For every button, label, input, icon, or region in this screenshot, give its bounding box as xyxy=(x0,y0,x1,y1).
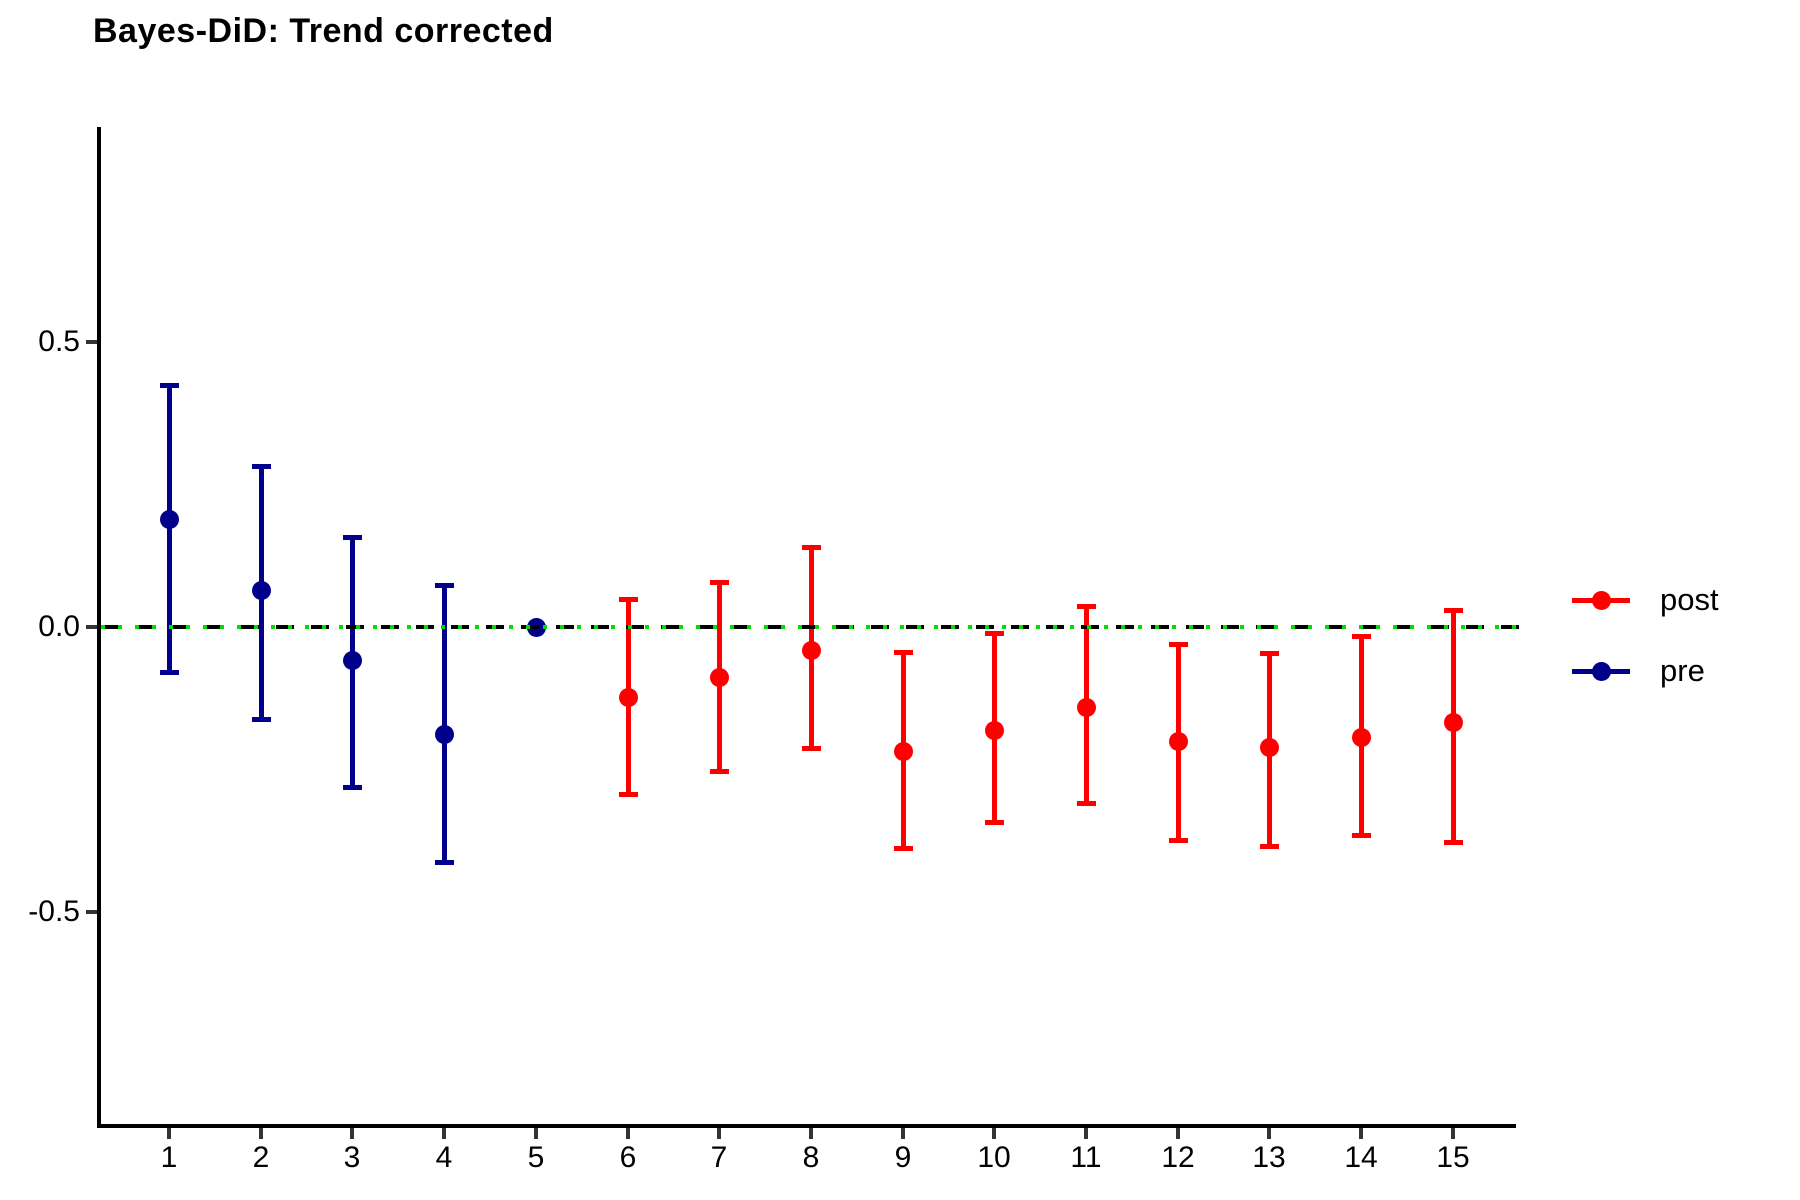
x-tick-label-5: 5 xyxy=(527,1141,545,1174)
x-tick-8 xyxy=(809,1128,813,1139)
errorbar-cap-top-pre-2 xyxy=(252,464,271,469)
x-tick-10 xyxy=(992,1128,996,1139)
x-tick-label-14: 14 xyxy=(1344,1141,1378,1174)
x-axis-line xyxy=(97,1124,1516,1128)
legend-point-icon-post xyxy=(1592,591,1611,610)
zero-line-dotted xyxy=(101,625,1521,629)
x-tick-6 xyxy=(626,1128,630,1139)
errorbar-cap-top-post-10 xyxy=(985,631,1004,636)
x-tick-label-10: 10 xyxy=(977,1141,1011,1174)
errorbar-cap-top-pre-1 xyxy=(160,383,179,388)
x-tick-14 xyxy=(1359,1128,1363,1139)
x-tick-11 xyxy=(1084,1128,1088,1139)
errorbar-cap-bottom-post-14 xyxy=(1352,833,1371,838)
x-tick-5 xyxy=(534,1128,538,1139)
errorbar-cap-bottom-pre-3 xyxy=(343,785,362,790)
legend-item-pre: pre xyxy=(1572,649,1705,693)
y-tick-0.0 xyxy=(86,625,97,629)
point-post-15 xyxy=(1444,713,1463,732)
x-tick-15 xyxy=(1451,1128,1455,1139)
x-tick-label-11: 11 xyxy=(1070,1141,1102,1174)
errorbar-cap-top-post-9 xyxy=(894,650,913,655)
point-post-14 xyxy=(1352,728,1371,747)
errorbar-cap-bottom-post-8 xyxy=(802,746,821,751)
y-tick-label--0.5: -0.5 xyxy=(28,895,80,928)
x-tick-13 xyxy=(1267,1128,1271,1139)
y-axis-line xyxy=(97,127,101,1128)
x-tick-7 xyxy=(717,1128,721,1139)
errorbar-cap-top-post-7 xyxy=(710,580,729,585)
point-post-12 xyxy=(1169,732,1188,751)
errorbar-cap-bottom-post-9 xyxy=(894,846,913,851)
errorbar-cap-bottom-pre-4 xyxy=(435,860,454,865)
point-post-9 xyxy=(894,742,913,761)
errorbar-cap-bottom-post-10 xyxy=(985,820,1004,825)
x-tick-label-2: 2 xyxy=(252,1141,270,1174)
errorbar-cap-top-pre-3 xyxy=(343,535,362,540)
point-pre-4 xyxy=(435,725,454,744)
point-pre-3 xyxy=(343,651,362,670)
errorbar-cap-top-post-13 xyxy=(1260,651,1279,656)
errorbar-cap-bottom-post-15 xyxy=(1444,840,1463,845)
errorbar-pre-1 xyxy=(167,385,172,673)
point-post-6 xyxy=(619,688,638,707)
x-tick-label-15: 15 xyxy=(1436,1141,1470,1174)
y-tick-label-0.5: 0.5 xyxy=(38,325,80,358)
point-pre-1 xyxy=(160,510,179,529)
x-tick-2 xyxy=(259,1128,263,1139)
legend-label-post: post xyxy=(1660,582,1719,617)
y-tick-label-0.0: 0.0 xyxy=(38,610,80,643)
legend-label-pre: pre xyxy=(1660,653,1705,688)
x-tick-3 xyxy=(350,1128,354,1139)
x-tick-label-9: 9 xyxy=(894,1141,912,1174)
point-post-11 xyxy=(1077,698,1096,717)
x-tick-4 xyxy=(442,1128,446,1139)
errorbar-cap-bottom-post-7 xyxy=(710,769,729,774)
legend-point-icon-pre xyxy=(1592,662,1611,681)
point-pre-2 xyxy=(252,581,271,600)
x-tick-label-3: 3 xyxy=(343,1141,361,1174)
errorbar-cap-top-pre-4 xyxy=(435,583,454,588)
errorbar-cap-top-post-8 xyxy=(802,545,821,550)
errorbar-cap-bottom-pre-1 xyxy=(160,670,179,675)
x-tick-12 xyxy=(1176,1128,1180,1139)
x-tick-label-1: 1 xyxy=(160,1141,178,1174)
errorbar-cap-bottom-post-13 xyxy=(1260,844,1279,849)
point-post-10 xyxy=(985,721,1004,740)
chart-title: Bayes-DiD: Trend corrected xyxy=(93,12,554,50)
point-post-8 xyxy=(802,641,821,660)
point-post-7 xyxy=(710,668,729,687)
errorbar-cap-top-post-14 xyxy=(1352,634,1371,639)
errorbar-cap-top-post-15 xyxy=(1444,608,1463,613)
errorbar-cap-bottom-post-6 xyxy=(619,792,638,797)
x-tick-1 xyxy=(167,1128,171,1139)
x-tick-label-7: 7 xyxy=(710,1141,728,1174)
point-post-13 xyxy=(1260,738,1279,757)
errorbar-cap-bottom-post-12 xyxy=(1169,838,1188,843)
x-tick-label-4: 4 xyxy=(435,1141,453,1174)
errorbar-cap-top-post-11 xyxy=(1077,604,1096,609)
legend-key-pre xyxy=(1572,660,1630,682)
errorbar-cap-bottom-post-11 xyxy=(1077,801,1096,806)
legend-item-post: post xyxy=(1572,578,1719,622)
errorbar-cap-top-post-12 xyxy=(1169,642,1188,647)
x-tick-label-12: 12 xyxy=(1161,1141,1195,1174)
errorbar-pre-4 xyxy=(442,585,447,863)
legend-key-post xyxy=(1572,589,1630,611)
x-tick-label-13: 13 xyxy=(1252,1141,1286,1174)
x-tick-9 xyxy=(901,1128,905,1139)
y-tick-0.5 xyxy=(86,340,97,344)
x-tick-label-8: 8 xyxy=(802,1141,820,1174)
y-tick--0.5 xyxy=(86,910,97,914)
x-tick-label-6: 6 xyxy=(619,1141,637,1174)
errorbar-cap-top-post-6 xyxy=(619,597,638,602)
errorbar-cap-bottom-pre-2 xyxy=(252,717,271,722)
